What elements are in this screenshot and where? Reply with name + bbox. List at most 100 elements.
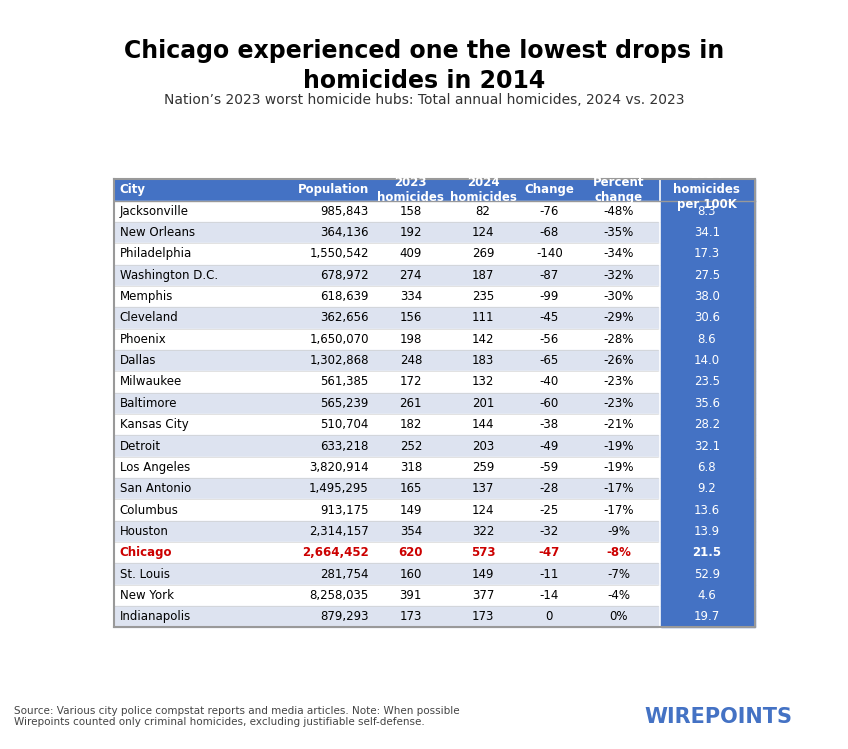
- Bar: [661, 542, 756, 563]
- Text: New Orleans: New Orleans: [120, 226, 195, 239]
- Text: 144: 144: [471, 418, 494, 431]
- Text: -25: -25: [539, 503, 559, 517]
- Bar: [661, 478, 756, 500]
- Text: Percent
change: Percent change: [593, 176, 644, 204]
- Text: 259: 259: [471, 461, 494, 474]
- Text: 27.5: 27.5: [694, 269, 720, 282]
- Text: -7%: -7%: [607, 568, 630, 580]
- Text: 137: 137: [471, 482, 494, 495]
- Text: -99: -99: [539, 290, 559, 303]
- Bar: [114, 264, 658, 286]
- Text: -28%: -28%: [604, 333, 634, 346]
- Text: 21.5: 21.5: [692, 546, 722, 560]
- Text: Baltimore: Baltimore: [120, 397, 177, 410]
- Text: 28.2: 28.2: [694, 418, 720, 431]
- Bar: [114, 542, 658, 563]
- Text: Chicago: Chicago: [120, 546, 172, 560]
- Text: -17%: -17%: [604, 482, 634, 495]
- Text: Columbus: Columbus: [120, 503, 179, 517]
- Text: Jacksonville: Jacksonville: [120, 204, 189, 218]
- Bar: [114, 307, 658, 329]
- Text: 160: 160: [399, 568, 422, 580]
- Text: Houston: Houston: [120, 525, 169, 538]
- Text: Detroit: Detroit: [120, 440, 161, 452]
- Text: 565,239: 565,239: [321, 397, 369, 410]
- Text: 32.1: 32.1: [694, 440, 720, 452]
- Text: 0%: 0%: [610, 610, 628, 623]
- Text: 274: 274: [399, 269, 422, 282]
- Bar: [661, 222, 756, 243]
- Text: New York: New York: [120, 589, 174, 602]
- Text: 156: 156: [399, 312, 422, 324]
- Text: -8%: -8%: [606, 546, 631, 560]
- Text: 6.8: 6.8: [698, 461, 716, 474]
- Text: 1,495,295: 1,495,295: [309, 482, 369, 495]
- Text: -60: -60: [539, 397, 559, 410]
- Text: 0: 0: [545, 610, 553, 623]
- Text: 13.6: 13.6: [694, 503, 720, 517]
- Text: -56: -56: [539, 333, 559, 346]
- Text: 2,314,157: 2,314,157: [309, 525, 369, 538]
- Text: -14: -14: [539, 589, 559, 602]
- Text: 23.5: 23.5: [694, 375, 720, 389]
- Text: Cleveland: Cleveland: [120, 312, 179, 324]
- Bar: [661, 243, 756, 264]
- Text: 322: 322: [471, 525, 494, 538]
- Text: 510,704: 510,704: [321, 418, 369, 431]
- Bar: [114, 435, 658, 457]
- Bar: [114, 372, 658, 392]
- Text: 2023
homicides: 2023 homicides: [377, 176, 444, 204]
- Text: 52.9: 52.9: [694, 568, 720, 580]
- Bar: [661, 414, 756, 435]
- Text: -76: -76: [539, 204, 559, 218]
- Text: 248: 248: [399, 354, 422, 367]
- Text: 354: 354: [399, 525, 422, 538]
- Text: 1,650,070: 1,650,070: [310, 333, 369, 346]
- Text: -45: -45: [539, 312, 559, 324]
- Text: -19%: -19%: [604, 440, 634, 452]
- Text: 165: 165: [399, 482, 422, 495]
- Text: 409: 409: [399, 247, 422, 261]
- Text: 678,972: 678,972: [321, 269, 369, 282]
- Bar: [114, 329, 658, 350]
- Text: 2,664,452: 2,664,452: [302, 546, 369, 560]
- Text: 111: 111: [471, 312, 494, 324]
- Text: -38: -38: [539, 418, 559, 431]
- Text: 198: 198: [399, 333, 422, 346]
- Text: 3,820,914: 3,820,914: [310, 461, 369, 474]
- Text: -21%: -21%: [604, 418, 634, 431]
- Bar: [661, 201, 756, 222]
- Bar: [114, 457, 658, 478]
- Text: Population: Population: [298, 184, 369, 196]
- Text: 14.0: 14.0: [694, 354, 720, 367]
- Text: -17%: -17%: [604, 503, 634, 517]
- Bar: [114, 243, 658, 264]
- Bar: [114, 392, 658, 414]
- Text: 187: 187: [471, 269, 494, 282]
- Text: 38.0: 38.0: [694, 290, 720, 303]
- Bar: [661, 307, 756, 329]
- Text: 252: 252: [399, 440, 422, 452]
- Text: Chicago experienced one the lowest drops in
homicides in 2014: Chicago experienced one the lowest drops…: [124, 39, 724, 93]
- Bar: [661, 329, 756, 350]
- Bar: [661, 350, 756, 372]
- Text: -29%: -29%: [604, 312, 634, 324]
- Text: 182: 182: [399, 418, 422, 431]
- Text: -48%: -48%: [604, 204, 634, 218]
- Bar: [661, 500, 756, 521]
- Text: St. Louis: St. Louis: [120, 568, 170, 580]
- Text: 30.6: 30.6: [694, 312, 720, 324]
- Bar: [661, 264, 756, 286]
- Text: -23%: -23%: [604, 375, 634, 389]
- Text: Los Angeles: Los Angeles: [120, 461, 190, 474]
- Text: 13.9: 13.9: [694, 525, 720, 538]
- Text: 173: 173: [399, 610, 422, 623]
- Bar: [661, 392, 756, 414]
- Text: 261: 261: [399, 397, 422, 410]
- Text: 142: 142: [471, 333, 494, 346]
- Text: 879,293: 879,293: [321, 610, 369, 623]
- Text: 362,656: 362,656: [321, 312, 369, 324]
- Text: 192: 192: [399, 226, 422, 239]
- Bar: [114, 350, 658, 372]
- Text: 132: 132: [471, 375, 494, 389]
